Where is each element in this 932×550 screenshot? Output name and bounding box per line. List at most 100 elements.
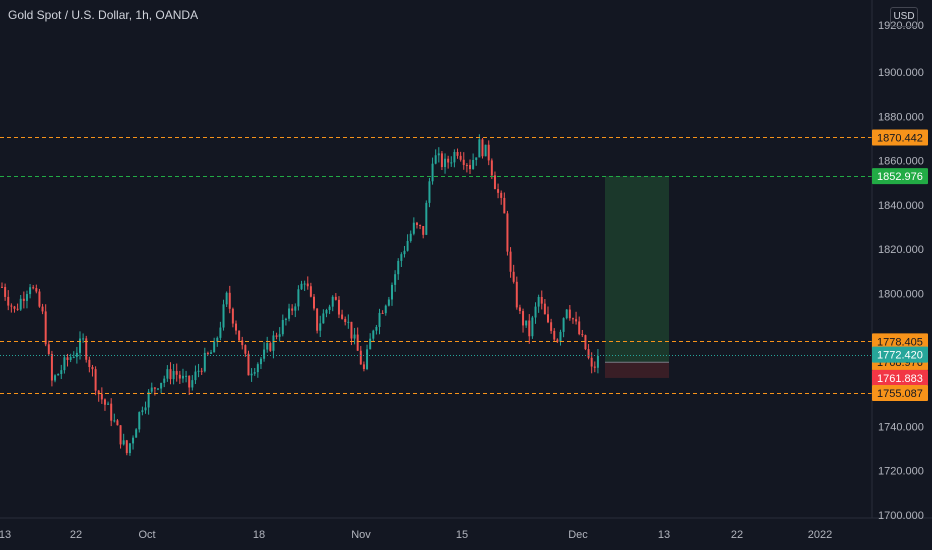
candle xyxy=(481,139,484,157)
candle xyxy=(447,158,450,163)
candle xyxy=(412,222,415,234)
candle xyxy=(543,303,546,315)
candle xyxy=(22,298,25,301)
candle xyxy=(206,352,209,354)
resistance-tag: 1870.442 xyxy=(877,132,923,144)
candle xyxy=(547,314,549,323)
candle xyxy=(191,380,194,388)
candle xyxy=(328,306,331,311)
candle xyxy=(169,369,172,380)
candle xyxy=(50,353,53,381)
candle xyxy=(238,330,241,341)
time-tick-label: 13 xyxy=(658,529,670,541)
candle xyxy=(219,327,222,338)
position-profit-zone[interactable] xyxy=(605,176,669,363)
candle xyxy=(325,310,328,314)
candle xyxy=(256,364,259,373)
candle xyxy=(369,338,372,350)
candle xyxy=(571,318,574,320)
time-tick-label: 15 xyxy=(456,529,468,541)
candle xyxy=(534,306,537,318)
candle xyxy=(537,296,540,307)
candle xyxy=(266,343,269,350)
candle xyxy=(359,350,362,365)
position-loss-zone[interactable] xyxy=(605,362,669,378)
candle xyxy=(19,298,22,310)
long-position-tool[interactable] xyxy=(605,176,669,378)
candle xyxy=(568,309,571,319)
candle xyxy=(381,312,384,314)
horizontal-levels-layer xyxy=(0,137,872,394)
candle xyxy=(550,322,553,331)
candle xyxy=(253,372,256,374)
currency-button[interactable]: USD xyxy=(890,7,918,27)
candle xyxy=(172,371,175,380)
candle xyxy=(472,159,475,170)
price-tick-label: 1860.000 xyxy=(878,156,924,168)
candle xyxy=(66,357,69,361)
candle xyxy=(200,370,203,372)
candle xyxy=(213,341,216,353)
candle xyxy=(415,222,418,225)
candle xyxy=(125,440,128,454)
price-tick-label: 1880.000 xyxy=(878,111,924,123)
candle xyxy=(587,349,590,358)
candle xyxy=(222,304,225,328)
candle xyxy=(559,331,562,342)
candle xyxy=(38,291,41,307)
candle xyxy=(116,420,119,426)
candle xyxy=(244,345,247,354)
candle xyxy=(97,390,100,395)
candle xyxy=(306,283,309,287)
candle xyxy=(272,335,275,351)
candle xyxy=(166,369,169,379)
price-tick-label: 1820.000 xyxy=(878,244,924,256)
candle xyxy=(512,271,515,282)
candle xyxy=(291,308,294,311)
candle xyxy=(431,163,434,182)
candle xyxy=(119,425,122,445)
candle xyxy=(178,374,181,379)
candle xyxy=(57,374,60,376)
candle xyxy=(341,314,344,319)
candle xyxy=(497,189,500,193)
candle xyxy=(41,306,44,312)
time-tick-label: Nov xyxy=(351,529,371,541)
candle xyxy=(313,296,315,309)
candle xyxy=(531,317,534,337)
candle xyxy=(493,175,496,190)
candle xyxy=(63,357,66,371)
candle xyxy=(565,309,568,319)
candle xyxy=(515,281,518,308)
candle xyxy=(384,305,387,314)
candle xyxy=(13,306,16,309)
candle xyxy=(509,251,512,272)
price-axis[interactable] xyxy=(872,0,932,518)
candle xyxy=(122,440,125,445)
candle xyxy=(484,144,487,157)
candle xyxy=(575,319,578,322)
candle xyxy=(259,358,262,365)
candle xyxy=(440,153,443,168)
candle xyxy=(228,292,231,309)
candle xyxy=(153,387,156,389)
candle xyxy=(75,352,78,357)
symbol-title: Gold Spot / U.S. Dollar, 1h, OANDA xyxy=(8,8,199,22)
candle xyxy=(147,391,150,408)
candle xyxy=(590,357,593,367)
candle xyxy=(297,289,300,307)
candle xyxy=(107,403,110,405)
candle xyxy=(4,287,7,297)
candle xyxy=(475,157,478,160)
candle xyxy=(556,339,559,342)
candle xyxy=(141,410,144,413)
candle xyxy=(231,308,234,324)
price-tick-label: 1840.000 xyxy=(878,200,924,212)
candle xyxy=(175,371,178,375)
time-axis[interactable] xyxy=(0,518,932,550)
price-tick-label: 1740.000 xyxy=(878,421,924,433)
price-tick-label: 1700.000 xyxy=(878,510,924,522)
candle xyxy=(32,287,35,289)
candle xyxy=(581,334,584,336)
